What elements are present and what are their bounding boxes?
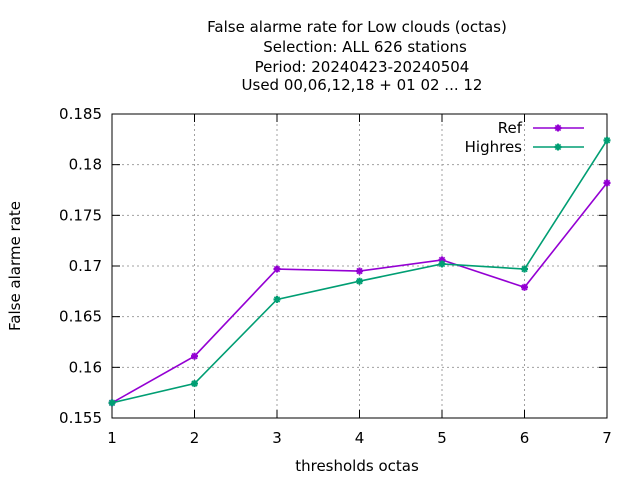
- y-axis-label: False alarme rate: [6, 201, 24, 331]
- x-axis-label: thresholds octas: [295, 457, 419, 475]
- y-tick-label: 0.17: [69, 257, 102, 275]
- x-tick-label: 6: [520, 429, 530, 447]
- x-tick-label: 3: [272, 429, 282, 447]
- data-point-highres: [108, 399, 116, 407]
- y-tick-label: 0.16: [69, 358, 102, 376]
- data-point-highres: [521, 265, 528, 273]
- y-tick-label: 0.155: [59, 409, 102, 427]
- data-point-ref: [356, 267, 363, 275]
- series-lines: [108, 136, 611, 407]
- legend-marker-ref: [554, 124, 562, 132]
- legend-marker-highres: [554, 143, 562, 151]
- x-tick-label: 4: [355, 429, 365, 447]
- x-tick-label: 5: [437, 429, 447, 447]
- data-point-ref: [191, 352, 198, 360]
- y-tick-label: 0.165: [59, 308, 102, 326]
- grid: [112, 114, 607, 418]
- data-point-highres: [603, 136, 611, 144]
- title-line-4: Used 00,06,12,18 + 01 02 ... 12: [242, 76, 483, 94]
- data-point-highres: [438, 260, 446, 268]
- data-point-highres: [273, 295, 281, 303]
- chart-title: False alarme rate for Low clouds (octas)…: [207, 18, 507, 94]
- title-line-3: Period: 20240423-20240504: [255, 58, 470, 76]
- legend-label-ref: Ref: [498, 119, 523, 137]
- data-point-ref: [603, 179, 611, 187]
- plot-frame: [111, 113, 608, 419]
- x-tick-label: 2: [190, 429, 200, 447]
- title-line-2: Selection: ALL 626 stations: [263, 38, 467, 56]
- y-tick-label: 0.175: [59, 206, 102, 224]
- x-tick-label: 7: [602, 429, 612, 447]
- x-tick-label: 1: [107, 429, 117, 447]
- y-tick-label: 0.185: [59, 105, 102, 123]
- legend-label-highres: Highres: [465, 138, 523, 156]
- y-tick-label: 0.18: [69, 156, 102, 174]
- title-line-1: False alarme rate for Low clouds (octas): [207, 18, 507, 36]
- tick-labels: 0.155 0.16 0.165 0.17 0.175 0.18 0.185 1 2 3 4 5 6 7: [59, 105, 612, 447]
- data-point-highres: [356, 277, 363, 285]
- data-point-ref: [273, 265, 281, 273]
- data-point-highres: [191, 380, 198, 388]
- data-point-ref: [521, 283, 528, 291]
